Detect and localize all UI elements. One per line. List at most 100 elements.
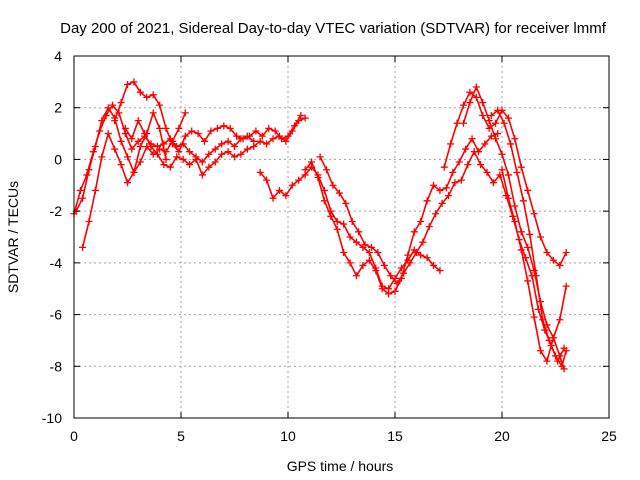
data-point — [504, 171, 512, 179]
series-arc-4 — [111, 78, 305, 156]
x-axis-label: GPS time / hours — [287, 458, 394, 474]
data-point — [141, 130, 149, 138]
data-point — [333, 217, 341, 225]
data-point — [517, 163, 525, 171]
data-point — [198, 171, 206, 179]
data-point — [175, 124, 183, 132]
data-point — [481, 140, 489, 148]
data-point — [532, 272, 540, 280]
data-point — [470, 148, 478, 156]
data-point — [393, 280, 401, 288]
data-point — [79, 243, 87, 251]
data-point — [91, 143, 99, 150]
data-point — [258, 132, 266, 140]
data-point — [466, 99, 474, 107]
series-arc-5 — [121, 114, 309, 179]
data-point — [378, 285, 386, 293]
data-point — [519, 197, 527, 205]
data-point — [556, 261, 564, 269]
x-tick-label: 25 — [601, 428, 617, 444]
data-point — [365, 256, 373, 264]
data-point — [213, 124, 221, 132]
data-point — [314, 174, 322, 182]
data-point — [188, 127, 196, 135]
data-point — [511, 202, 519, 210]
data-point — [492, 119, 500, 127]
data-point — [160, 161, 168, 169]
data-point — [179, 155, 187, 163]
y-tick-label: 4 — [54, 48, 62, 64]
data-point — [417, 217, 425, 225]
x-tick-label: 0 — [70, 428, 78, 444]
y-tick-label: -4 — [50, 255, 63, 271]
data-point — [269, 194, 277, 202]
data-point — [489, 179, 497, 187]
data-point — [365, 249, 373, 257]
data-point — [445, 192, 452, 200]
y-axis-label: SDTVAR / TECUs — [5, 181, 21, 293]
data-point — [524, 243, 532, 251]
data-point — [166, 163, 174, 171]
data-point — [134, 117, 142, 125]
data-point — [117, 137, 125, 145]
data-point — [130, 168, 138, 176]
plot-frame — [73, 55, 610, 419]
data-point — [340, 249, 348, 257]
data-point — [181, 132, 189, 140]
data-point — [530, 313, 538, 321]
data-point — [483, 168, 491, 176]
data-point — [194, 130, 202, 138]
data-point — [545, 336, 553, 344]
data-point — [524, 277, 532, 285]
series-line — [81, 112, 167, 248]
data-point — [301, 114, 309, 122]
data-point — [186, 161, 194, 169]
data-point — [104, 104, 112, 112]
data-point — [459, 119, 467, 127]
data-point — [231, 143, 238, 150]
data-point — [316, 153, 324, 161]
y-tick-label: -6 — [50, 307, 63, 323]
data-point — [109, 101, 117, 109]
data-point — [205, 150, 213, 158]
data-point — [295, 117, 303, 125]
data-point — [156, 145, 164, 153]
data-point — [487, 111, 495, 119]
data-point — [130, 78, 138, 86]
data-point — [91, 186, 99, 194]
data-point — [442, 184, 450, 192]
data-point — [201, 137, 209, 145]
axis-ticks: 0 5 10 15 20 25 -10 -8 -6 -4 -2 0 2 4 — [42, 48, 617, 444]
data-point — [329, 181, 337, 189]
series-line — [443, 91, 567, 267]
data-point — [271, 127, 279, 135]
data-point — [98, 153, 106, 161]
data-point — [117, 99, 125, 107]
series-line — [75, 106, 187, 212]
data-point — [243, 145, 251, 153]
data-point — [430, 261, 438, 269]
data-point — [462, 145, 470, 153]
data-point — [543, 249, 551, 257]
data-point — [451, 179, 459, 187]
data-point — [308, 158, 316, 166]
data-point — [423, 254, 431, 262]
data-point — [494, 106, 502, 114]
data-point — [282, 137, 290, 145]
data-point — [562, 249, 570, 257]
data-point — [449, 168, 457, 176]
data-point — [468, 135, 476, 143]
data-point — [359, 261, 367, 269]
data-point — [453, 119, 461, 127]
data-point — [498, 150, 506, 158]
series-arc-12 — [498, 166, 568, 373]
data-point — [162, 124, 170, 132]
data-point — [226, 124, 234, 132]
y-tick-label: 0 — [54, 151, 62, 167]
data-point — [387, 272, 395, 280]
data-point — [455, 158, 463, 166]
data-point — [256, 137, 264, 145]
data-point — [472, 93, 480, 101]
data-point — [498, 166, 506, 174]
data-point — [549, 334, 557, 342]
